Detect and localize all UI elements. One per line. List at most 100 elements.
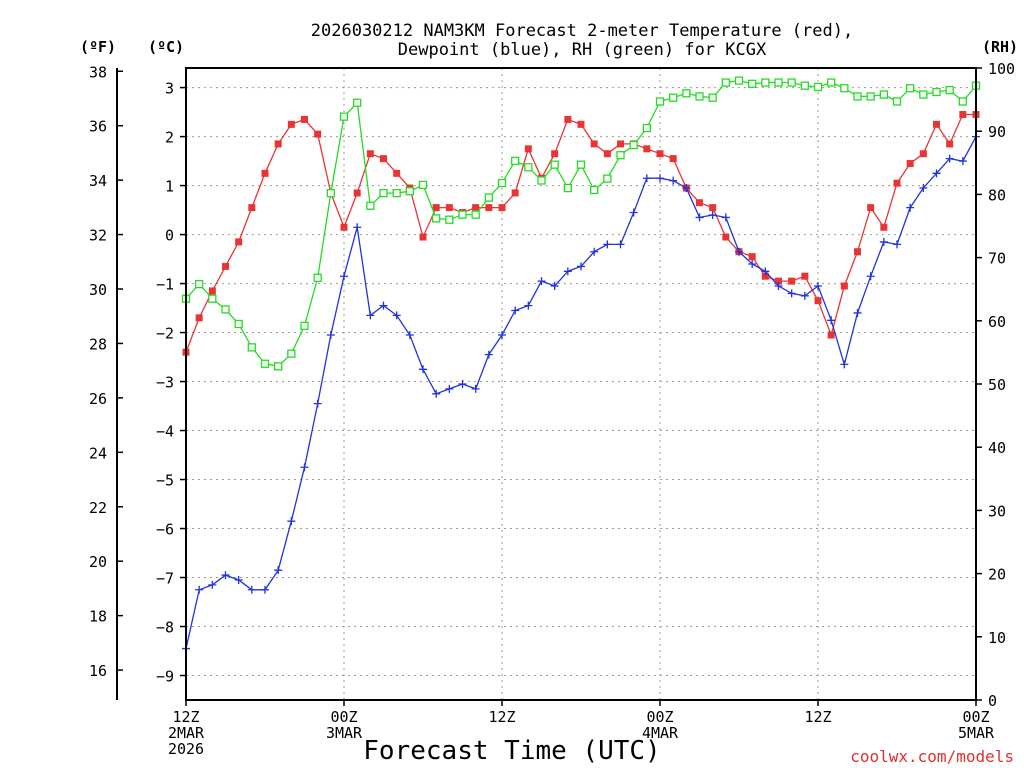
rh-tick-label: 80 <box>988 186 1006 204</box>
temperature-point <box>617 140 624 148</box>
dewpoint-point <box>735 247 743 256</box>
temperature-point <box>919 150 927 158</box>
x-tick-label: 12Z <box>804 708 831 726</box>
rh-point <box>563 183 572 193</box>
dewpoint-series <box>182 132 980 653</box>
temperature-point <box>472 204 480 212</box>
fahrenheit-unit-label: (ºF) <box>80 38 116 56</box>
rh-tick-label: 50 <box>988 376 1006 394</box>
celsius-tick-label: −3 <box>156 374 174 392</box>
temperature-point <box>709 204 717 212</box>
fahrenheit-tick-label: 26 <box>89 390 107 408</box>
celsius-tick-label: −6 <box>156 521 174 539</box>
temperature-point <box>195 314 203 322</box>
rh-point <box>906 84 915 93</box>
temperature-point <box>814 297 822 305</box>
rh-point <box>629 140 638 150</box>
temperature-point <box>722 233 730 241</box>
rh-point <box>300 321 309 331</box>
temperature-point <box>788 277 796 285</box>
dewpoint-point <box>563 267 572 276</box>
dewpoint-point <box>498 331 506 340</box>
temperature-point <box>867 204 875 212</box>
temperature-point <box>564 115 572 123</box>
dewpoint-point <box>287 517 296 526</box>
fahrenheit-tick-label: 32 <box>89 227 107 245</box>
fahrenheit-tick-label: 22 <box>89 499 107 517</box>
dewpoint-point <box>748 259 757 268</box>
dewpoint-point <box>853 308 862 317</box>
rh-point <box>800 81 809 90</box>
dewpoint-point <box>590 247 599 256</box>
dewpoint-point <box>550 282 559 291</box>
rh-point <box>247 343 256 352</box>
rh-point <box>774 78 783 87</box>
rh-point <box>195 279 204 289</box>
temperature-point <box>366 150 374 158</box>
rh-tick-label: 10 <box>988 629 1006 647</box>
rh-point <box>813 82 823 92</box>
temperature-point <box>511 189 519 197</box>
title-line-2: Dewpoint (blue), RH (green) for KCGX <box>398 40 767 60</box>
fahrenheit-tick-label: 30 <box>89 281 107 299</box>
x-tick-label: 12Z <box>172 708 199 726</box>
temperature-point <box>274 140 282 148</box>
dewpoint-point <box>616 240 625 249</box>
rh-point <box>695 92 704 101</box>
rh-point <box>326 188 335 198</box>
dewpoint-point <box>471 384 480 393</box>
celsius-tick-label: −7 <box>156 570 174 588</box>
temperature-point <box>643 145 651 153</box>
rh-point <box>616 151 625 160</box>
rh-point <box>603 174 612 183</box>
dewpoint-point <box>405 331 414 340</box>
rh-tick-label: 90 <box>988 123 1006 141</box>
rh-point <box>590 185 599 195</box>
rh-point <box>274 362 283 371</box>
rh-point <box>471 210 480 219</box>
temperature-point <box>893 179 901 187</box>
rh-tick-label: 40 <box>988 439 1006 457</box>
temperature-point <box>761 272 769 280</box>
dewpoint-point <box>221 571 230 580</box>
axes-labels: −9 −8 −7 −6 −5 −4 −3 −2 −1 0 1 2 3 16 18 20 22 24 26 28 30 32… <box>89 60 1015 758</box>
rh-tick-label: 60 <box>988 313 1006 331</box>
rh-point <box>537 176 546 185</box>
dewpoint-point <box>603 240 612 249</box>
temperature-point <box>551 150 559 158</box>
series-layer <box>181 76 981 653</box>
rh-point <box>418 180 428 190</box>
dewpoint-point <box>261 585 269 594</box>
dewpoint-point <box>682 184 691 193</box>
dewpoint-point <box>879 237 888 246</box>
dewpoint-point <box>195 585 204 594</box>
temperature-point <box>775 277 782 285</box>
dewpoint-point <box>234 575 243 584</box>
rh-point <box>208 294 217 303</box>
fahrenheit-tick-label: 36 <box>89 118 107 136</box>
rh-point <box>866 92 875 101</box>
x-tick-label: 2026 <box>168 740 204 758</box>
dewpoint-point <box>814 282 822 291</box>
celsius-tick-label: −4 <box>156 423 174 441</box>
temperature-point <box>432 204 440 212</box>
temperature-point <box>748 253 756 261</box>
dewpoint-point <box>511 306 520 315</box>
rh-point <box>392 188 401 198</box>
rh-point <box>682 89 691 98</box>
temperature-point <box>590 140 598 148</box>
rh-point <box>840 84 849 93</box>
dewpoint-point <box>379 301 388 310</box>
x-tick-label: 12Z <box>488 708 515 726</box>
temperature-point <box>419 233 427 241</box>
rh-point <box>313 273 322 282</box>
rh-point <box>550 160 559 169</box>
temperature-point <box>946 140 954 148</box>
rh-point <box>405 187 414 196</box>
dewpoint-point <box>524 301 533 310</box>
fahrenheit-tick-label: 18 <box>89 608 107 626</box>
rh-point <box>576 160 586 169</box>
rh-point <box>484 193 493 202</box>
temperature-point <box>959 111 967 119</box>
x-tick-label: 00Z <box>646 708 673 726</box>
